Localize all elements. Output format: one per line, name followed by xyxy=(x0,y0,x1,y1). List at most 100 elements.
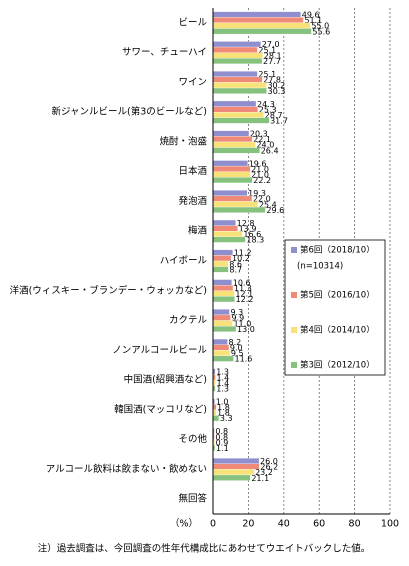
bar xyxy=(212,46,258,53)
value-label: 30.2 xyxy=(267,81,285,90)
x-tick-label: 0 xyxy=(210,519,216,530)
value-label: 1.4 xyxy=(216,373,229,382)
bar xyxy=(212,279,232,286)
bar xyxy=(212,231,243,237)
value-label: 27.0 xyxy=(262,40,280,49)
bar xyxy=(212,309,230,316)
value-label: 55.6 xyxy=(312,27,330,36)
bar xyxy=(212,266,229,273)
x-tick-label: 100 xyxy=(381,519,399,530)
value-label: 23.2 xyxy=(255,468,273,477)
y-tick-label: 日本酒 xyxy=(178,165,207,177)
value-label: 26.0 xyxy=(260,457,278,466)
bar xyxy=(212,177,253,184)
bar xyxy=(212,106,258,113)
x-unit: （%） xyxy=(170,518,198,530)
value-label: 28.1 xyxy=(264,51,282,60)
value-label: 11.3 xyxy=(234,284,252,293)
value-label: 0.8 xyxy=(215,427,228,436)
bar xyxy=(212,195,253,202)
value-label: 26.2 xyxy=(260,463,278,472)
value-label: 24.3 xyxy=(257,100,275,109)
bar xyxy=(212,87,267,94)
bar xyxy=(212,201,259,208)
bar xyxy=(212,160,248,167)
value-label: 19.6 xyxy=(249,159,267,168)
value-label: 25.4 xyxy=(259,200,277,209)
value-label: 28.7 xyxy=(265,111,283,120)
value-label: 21.0 xyxy=(251,165,269,174)
y-tick-label: 梅酒 xyxy=(188,225,208,237)
value-label: 8.7 xyxy=(229,265,242,274)
value-label: 9.0 xyxy=(230,343,243,352)
bar xyxy=(212,130,250,137)
bar xyxy=(212,76,263,83)
y-tick-label: 焼酎・泡盛 xyxy=(159,135,207,147)
value-label: 21.1 xyxy=(251,474,269,483)
bar xyxy=(212,290,235,297)
bar xyxy=(212,28,312,35)
bar xyxy=(212,17,304,24)
legend-note: (n=10314) xyxy=(297,262,343,272)
value-label: 22.0 xyxy=(253,195,271,204)
value-label: 12.2 xyxy=(236,295,254,304)
bar xyxy=(212,325,237,332)
value-label: 20.3 xyxy=(250,130,268,139)
bar xyxy=(212,469,255,476)
bar xyxy=(212,296,235,303)
bar xyxy=(212,285,234,291)
value-label: 31.7 xyxy=(270,117,288,126)
value-label: 0.8 xyxy=(215,433,228,442)
value-label: 13.0 xyxy=(237,325,255,334)
value-label: 24.0 xyxy=(256,141,274,150)
bar xyxy=(212,165,251,172)
bar xyxy=(212,249,233,256)
y-tick-label: ハイボール xyxy=(160,256,208,267)
x-tick-label: 40 xyxy=(278,519,290,530)
bar xyxy=(212,147,260,154)
bar xyxy=(212,350,230,357)
y-tick-label: 洋酒(ウィスキー・ブランデー・ウォッカなど) xyxy=(10,284,207,296)
value-label: 11.6 xyxy=(235,355,253,364)
value-label: 51.1 xyxy=(304,16,322,25)
bar xyxy=(212,52,263,59)
value-label: 21.0 xyxy=(251,171,269,180)
bar xyxy=(212,474,251,481)
x-tick-label: 80 xyxy=(349,519,361,530)
legend-label: 第5回（2016/10） xyxy=(300,290,375,301)
value-label: 1.4 xyxy=(216,379,229,388)
bar xyxy=(212,236,246,243)
value-label: 3.3 xyxy=(220,414,233,423)
y-tick-label: その他 xyxy=(178,433,207,445)
value-label: 1.3 xyxy=(216,368,229,377)
x-tick-label: 60 xyxy=(313,519,325,530)
bar xyxy=(212,344,230,351)
value-label: 1.8 xyxy=(217,409,230,418)
value-label: 9.9 xyxy=(232,314,245,323)
value-label: 16.6 xyxy=(243,230,261,239)
bar xyxy=(212,141,256,148)
bar xyxy=(212,458,260,464)
value-label: 12.1 xyxy=(235,290,253,299)
legend-label: 第6回（2018/10） xyxy=(300,245,375,256)
bar xyxy=(212,415,219,422)
legend-label: 第4回（2014/10） xyxy=(300,325,375,336)
value-label: 8.2 xyxy=(229,338,242,347)
bar xyxy=(212,11,301,18)
value-label: 27.7 xyxy=(263,57,281,66)
bar xyxy=(212,206,266,213)
value-label: 0.9 xyxy=(216,438,229,447)
y-tick-label: 新ジャンルビール(第3のビールなど) xyxy=(52,106,207,118)
value-label: 22.1 xyxy=(253,135,271,144)
y-tick-label: ノンアルコールビール xyxy=(112,345,207,356)
value-label: 19.3 xyxy=(248,189,266,198)
legend-label: 第3回（2012/10） xyxy=(300,360,375,371)
legend-swatch xyxy=(291,362,297,368)
value-label: 11.2 xyxy=(234,249,252,258)
value-label: 1.1 xyxy=(216,444,229,453)
y-tick-label: ワイン xyxy=(178,77,207,88)
bar xyxy=(212,100,257,107)
y-tick-label: 発泡酒 xyxy=(178,195,207,207)
bar xyxy=(212,338,228,345)
